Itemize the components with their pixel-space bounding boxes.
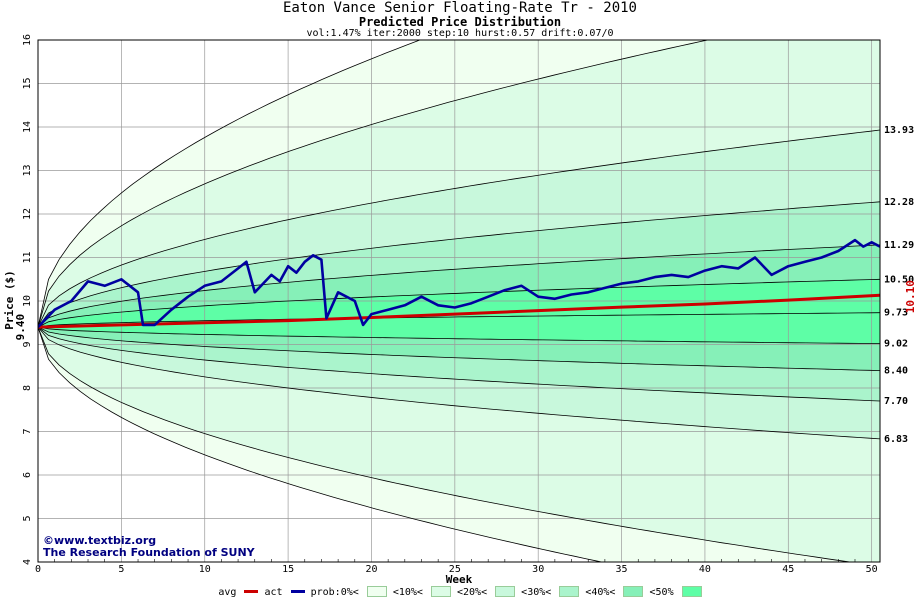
- x-tick-label-10: 10: [199, 564, 211, 575]
- x-tick-label-5: 5: [118, 564, 124, 575]
- credit-line-2: The Research Foundation of SUNY: [43, 546, 255, 559]
- x-tick-label-35: 35: [616, 564, 628, 575]
- y-tick-label-4: 4: [22, 559, 33, 565]
- series-line-avg: [38, 293, 880, 329]
- x-tick-label-15: 15: [282, 564, 294, 575]
- y-tick-label-12: 12: [22, 208, 33, 220]
- probability-band-8: [38, 327, 880, 401]
- probability-band-2: [38, 130, 880, 328]
- legend-50-label: <50%: [649, 586, 674, 598]
- chart-subtitle: Predicted Price Distribution: [358, 15, 562, 29]
- envelope-line-5: [38, 278, 880, 328]
- x-tick-label-40: 40: [699, 564, 711, 575]
- probability-band-3: [38, 201, 880, 328]
- start-price-label: 9.40: [14, 314, 27, 341]
- envelope-line-1: [38, 40, 710, 328]
- legend-swatch-0: [366, 586, 387, 597]
- band-end-label-4: 9.73: [884, 308, 908, 319]
- band-end-label-8: 6.83: [884, 434, 908, 445]
- plot-frame: [37, 39, 881, 563]
- band-end-label-7: 7.70: [884, 396, 908, 407]
- legend-avg-swatch: [244, 590, 259, 593]
- legend-30-label: <30%<: [521, 586, 552, 598]
- y-tick-label-9: 9: [22, 341, 33, 347]
- probability-band-9: [38, 327, 880, 439]
- envelope-line-0: [38, 40, 422, 328]
- probability-band-4: [38, 244, 880, 328]
- credit-line-1: ©www.textbiz.org: [43, 534, 157, 547]
- x-tick-label-20: 20: [365, 564, 377, 575]
- envelope-line-8: [38, 326, 880, 371]
- band-end-label-3: 10.50: [884, 274, 914, 285]
- legend-swatch-10: [430, 586, 451, 597]
- legend-20-label: <20%<: [457, 586, 488, 598]
- envelope-line-3: [38, 201, 880, 328]
- probability-band-5: [38, 279, 880, 328]
- band-end-label-1: 12.28: [884, 197, 914, 208]
- x-tick-label-25: 25: [449, 564, 461, 575]
- y-tick-label-11: 11: [22, 251, 33, 263]
- legend-avg-label: avg: [218, 586, 237, 598]
- legend-swatch-20: [495, 586, 516, 597]
- legend-40-label: <40%<: [585, 586, 616, 598]
- envelope-line-4: [38, 244, 880, 328]
- chart-title: Eaton Vance Senior Floating-Rate Tr - 20…: [282, 0, 637, 16]
- envelope-line-9: [38, 326, 880, 402]
- x-axis-label: Week: [446, 573, 473, 586]
- envelope-line-12: [38, 326, 604, 562]
- end-actual-label: 10.10: [904, 280, 917, 313]
- probability-band-0: [38, 40, 708, 328]
- y-tick-label-6: 6: [22, 472, 33, 478]
- y-tick-label-14: 14: [22, 121, 33, 133]
- probability-band-10: [38, 327, 880, 562]
- y-tick-label-5: 5: [22, 515, 33, 521]
- x-tick-label-0: 0: [35, 564, 41, 575]
- legend-swatch-40: [623, 586, 644, 597]
- y-tick-label-7: 7: [22, 428, 33, 434]
- y-tick-label-16: 16: [22, 34, 33, 46]
- band-end-label-5: 9.02: [884, 339, 908, 350]
- series-line-act: [38, 238, 880, 329]
- band-end-label-2: 11.29: [884, 240, 914, 251]
- envelope-line-2: [38, 129, 880, 328]
- legend-act-label: act: [264, 586, 283, 598]
- legend-swatch-30: [559, 586, 580, 597]
- envelope-line-10: [38, 326, 880, 440]
- x-tick-label-50: 50: [866, 564, 878, 575]
- envelope-line-6: [38, 312, 880, 328]
- legend: avg act prob:0%< <10%< <20%< <30%< <40%<…: [0, 586, 920, 598]
- band-end-label-0: 13.93: [884, 125, 914, 136]
- legend-prob-label: prob:0%<: [310, 586, 359, 598]
- y-tick-label-15: 15: [22, 77, 33, 89]
- probability-band-1: [38, 40, 880, 328]
- legend-swatch-50: [681, 586, 702, 597]
- probability-band-7: [38, 327, 880, 371]
- legend-10-label: <10%<: [392, 586, 423, 598]
- y-tick-label-10: 10: [22, 295, 33, 307]
- envelope-line-7: [38, 326, 880, 344]
- y-tick-label-13: 13: [22, 164, 33, 176]
- y-axis-label: Price ($): [3, 270, 16, 330]
- envelope-line-11: [38, 326, 853, 562]
- x-tick-label-30: 30: [532, 564, 544, 575]
- band-end-label-6: 8.40: [884, 366, 908, 377]
- x-tick-label-45: 45: [782, 564, 794, 575]
- y-tick-label-8: 8: [22, 385, 33, 391]
- legend-act-swatch: [290, 590, 305, 593]
- chart-params: vol:1.47% iter:2000 step:10 hurst:0.57 d…: [306, 28, 614, 39]
- probability-band-11: [38, 327, 850, 562]
